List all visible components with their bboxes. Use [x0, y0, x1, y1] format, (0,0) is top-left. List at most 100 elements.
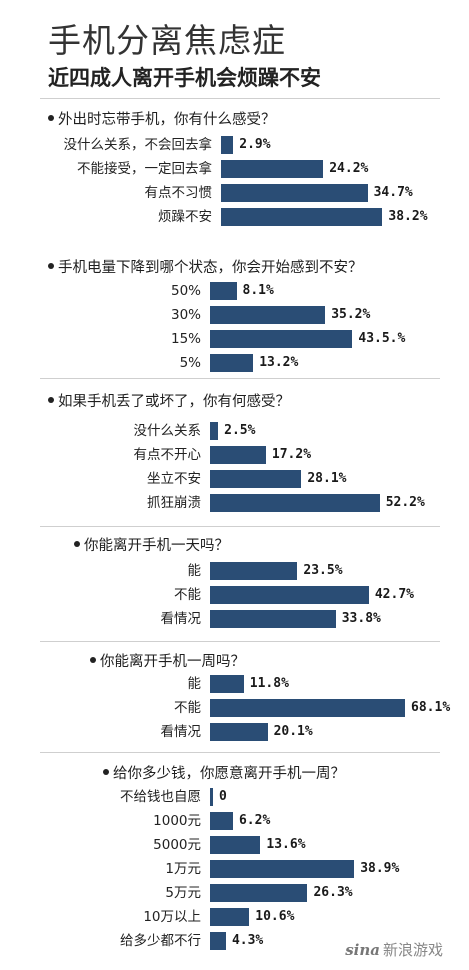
category-label: 50% [170, 283, 201, 299]
bar [210, 699, 406, 717]
category-label: 10万以上 [143, 909, 201, 925]
bar [210, 446, 266, 464]
category-label: 没什么关系，不会回去拿 [63, 137, 213, 153]
category-label: 5% [179, 355, 201, 371]
bar [210, 675, 244, 693]
bar [210, 860, 355, 878]
page-title: 手机分离焦虑症 [48, 21, 286, 60]
bar [221, 160, 324, 178]
watermark: sina 新浪游戏 [345, 939, 443, 960]
chart-question: 你能离开手机一天吗？ [74, 534, 229, 555]
category-label: 5000元 [153, 837, 201, 853]
bar [210, 562, 298, 580]
section-divider [40, 752, 440, 753]
bullet-icon [48, 263, 54, 269]
chart-title: 如果手机丢了或坏了，你有何感受？ [58, 394, 290, 410]
bullet-icon [48, 115, 54, 121]
value-label: 2.9% [239, 137, 271, 152]
category-label: 有点不习惯 [144, 185, 213, 201]
category-label: 看情况 [160, 724, 202, 740]
chart-title: 你能离开手机一周吗？ [100, 654, 245, 670]
chart-question: 你能离开手机一周吗？ [90, 650, 245, 671]
chart-title: 手机电量下降到哪个状态，你会开始感到不安？ [58, 260, 363, 276]
category-label: 能 [187, 676, 202, 692]
bar [210, 282, 237, 300]
section-divider [40, 641, 440, 642]
bar [210, 422, 219, 440]
section-divider [40, 378, 440, 379]
bar [221, 184, 368, 202]
bullet-icon [103, 769, 109, 775]
category-label: 不能接受，一定回去拿 [77, 161, 212, 177]
value-label: 13.6% [266, 837, 306, 852]
value-label: 24.2% [329, 161, 369, 176]
bullet-icon [90, 657, 96, 663]
value-label: 20.1% [273, 724, 313, 739]
category-label: 1万元 [165, 861, 201, 877]
chart-question: 给你多少钱，你愿意离开手机一周？ [103, 762, 345, 783]
bullet-icon [48, 397, 54, 403]
category-label: 不给钱也自愿 [120, 789, 201, 805]
bar [210, 836, 261, 854]
category-label: 不能 [174, 700, 201, 716]
value-label: 33.8% [341, 611, 381, 626]
chart-question: 外出时忘带手机，你有什么感受？ [48, 108, 276, 129]
value-label: 8.1% [242, 283, 274, 298]
category-label: 烦躁不安 [158, 209, 212, 225]
value-label: 35.2% [331, 307, 371, 322]
category-label: 没什么关系 [133, 423, 202, 439]
value-label: 4.3% [231, 933, 264, 948]
category-label: 能 [187, 563, 202, 579]
bar [210, 306, 326, 324]
value-label: 23.5% [303, 563, 343, 578]
category-label: 看情况 [160, 611, 202, 627]
bar [221, 136, 234, 154]
bar [210, 494, 380, 512]
category-label: 给多少都不行 [120, 933, 201, 949]
category-label: 15% [170, 331, 201, 347]
category-label: 有点不开心 [133, 447, 202, 463]
section-divider [40, 98, 440, 99]
category-label: 不能 [174, 587, 201, 603]
bar [210, 788, 213, 806]
bar [221, 208, 383, 226]
bar [210, 354, 254, 372]
value-label: 2.5% [224, 423, 256, 438]
bullet-icon [74, 541, 80, 547]
chart-question: 手机电量下降到哪个状态，你会开始感到不安？ [48, 256, 363, 277]
value-label: 52.2% [385, 495, 425, 510]
value-label: 0 [219, 789, 227, 804]
category-label: 30% [170, 307, 201, 323]
value-label: 38.2% [388, 209, 428, 224]
bar [210, 610, 336, 628]
value-label: 13.2% [259, 355, 299, 370]
bar [210, 723, 268, 741]
bar [210, 908, 250, 926]
chart-title: 外出时忘带手机，你有什么感受？ [58, 112, 276, 128]
value-label: 43.5.% [358, 331, 406, 346]
value-label: 6.2% [238, 813, 271, 828]
bar [210, 586, 369, 604]
value-label: 42.7% [374, 587, 414, 602]
category-label: 5万元 [165, 885, 201, 901]
value-label: 10.6% [255, 909, 295, 924]
bar [210, 884, 308, 902]
bar [210, 932, 226, 950]
value-label: 34.7% [373, 185, 413, 200]
value-label: 38.9% [360, 861, 400, 876]
value-label: 17.2% [271, 447, 312, 462]
value-label: 68.1% [411, 700, 451, 715]
sina-logo: sina [345, 941, 380, 959]
bar [210, 330, 353, 348]
section-divider [40, 526, 440, 527]
value-label: 11.8% [249, 676, 289, 691]
value-label: 26.3% [313, 885, 353, 900]
watermark-text: 新浪游戏 [382, 941, 443, 959]
category-label: 坐立不安 [147, 471, 201, 487]
chart-title: 给你多少钱，你愿意离开手机一周？ [113, 766, 345, 782]
value-label: 28.1% [307, 471, 347, 486]
bar [210, 470, 302, 488]
page-subtitle: 近四成人离开手机会烦躁不安 [48, 66, 321, 90]
bar [210, 812, 233, 830]
category-label: 1000元 [153, 813, 201, 829]
